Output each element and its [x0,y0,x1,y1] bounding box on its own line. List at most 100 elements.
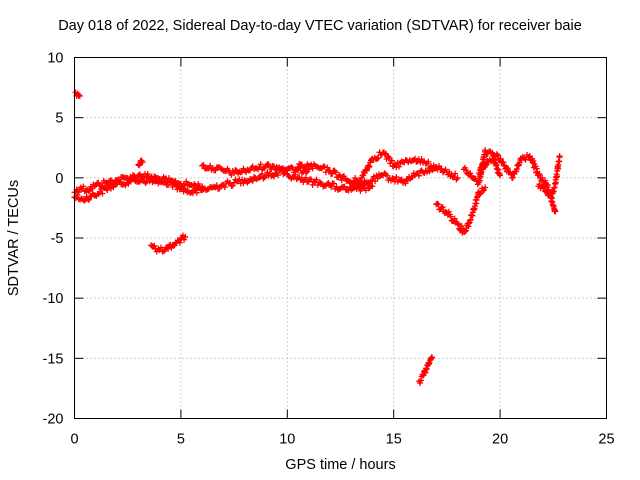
data-point [411,155,418,162]
data-point [426,168,433,175]
data-point [170,180,177,187]
data-point [180,188,187,195]
data-point [213,182,220,189]
data-point [539,174,546,181]
data-point [447,213,454,220]
data-point [478,169,485,176]
data-point [288,164,295,171]
series-arc-11 [416,354,436,386]
data-point [193,189,200,196]
data-point [482,184,489,191]
data-point [321,163,328,170]
data-point [353,185,360,192]
data-point [249,177,256,184]
data-point [370,173,377,180]
data-point [179,184,186,191]
data-point [302,164,309,171]
data-point [407,158,414,165]
data-point [354,180,361,187]
data-point [553,173,560,180]
data-point [309,181,316,188]
series-arc-15 [535,153,563,201]
y-axis-label: SDTVAR / TECUs [6,179,22,297]
data-point [389,175,396,182]
data-point [233,167,240,174]
data-point [165,245,172,252]
data-point [504,165,511,172]
data-point [500,159,507,166]
data-point [363,167,370,174]
series-arc-14 [475,151,559,215]
data-point [435,163,442,170]
data-point [445,208,452,215]
data-point [265,161,272,168]
data-point [81,197,88,204]
series-arc-12 [433,184,489,236]
data-point [435,201,442,208]
data-point [463,167,470,174]
data-point [452,170,459,177]
data-point [86,196,93,203]
data-point [95,179,102,186]
data-point [417,377,424,384]
data-point [434,200,441,207]
data-point [396,163,403,170]
x-tick-label: 0 [70,432,78,448]
data-point [110,184,117,191]
series-arc-10 [348,162,461,192]
chart-title: Day 018 of 2022, Sidereal Day-to-day VTE… [58,18,582,34]
data-point [334,186,341,193]
data-point [556,153,563,160]
x-tick-label: 20 [492,432,508,448]
series-arc-7 [199,161,312,178]
data-point [375,155,382,162]
data-point [176,239,183,246]
data-point [91,183,98,190]
data-point [388,157,395,164]
y-tick-label: 5 [55,111,63,127]
data-point [308,161,315,168]
data-point [456,226,463,233]
data-point [332,169,339,176]
series-arc-2 [71,175,172,204]
data-point [302,169,309,176]
data-point [361,178,368,185]
data-point [454,174,461,181]
data-point [374,155,381,162]
data-point [480,187,487,194]
data-point [221,184,228,191]
data-point [292,171,299,178]
data-point [349,179,356,186]
data-point [301,165,308,172]
x-axis-label: GPS time / hours [285,457,396,473]
data-point [160,248,167,255]
data-point [231,179,238,186]
data-point [72,195,79,202]
data-point [493,151,500,158]
data-point [482,147,489,154]
data-point [530,158,537,165]
y-tick-label: 10 [47,51,63,67]
axis-ticks [74,57,607,419]
data-point [382,150,389,157]
data-point [539,183,546,190]
data-point [328,183,335,190]
data-point [302,174,309,181]
data-point [256,174,263,181]
data-point [74,191,81,198]
data-point [417,168,424,175]
data-point [119,173,126,180]
data-point [476,190,483,197]
data-point [99,190,106,197]
data-point [260,175,267,182]
tick-labels: 0 5 10 15 20 25 -20 -15 -10 -5 0 5 10 [43,51,615,448]
data-point [415,172,422,179]
series-arc-3 [72,89,83,100]
data-point [324,180,331,187]
data-point [425,158,432,165]
series-arc-5 [148,232,189,255]
data-point [212,167,219,174]
data-point [467,170,474,177]
data-point [429,354,436,361]
data-point [139,159,146,166]
